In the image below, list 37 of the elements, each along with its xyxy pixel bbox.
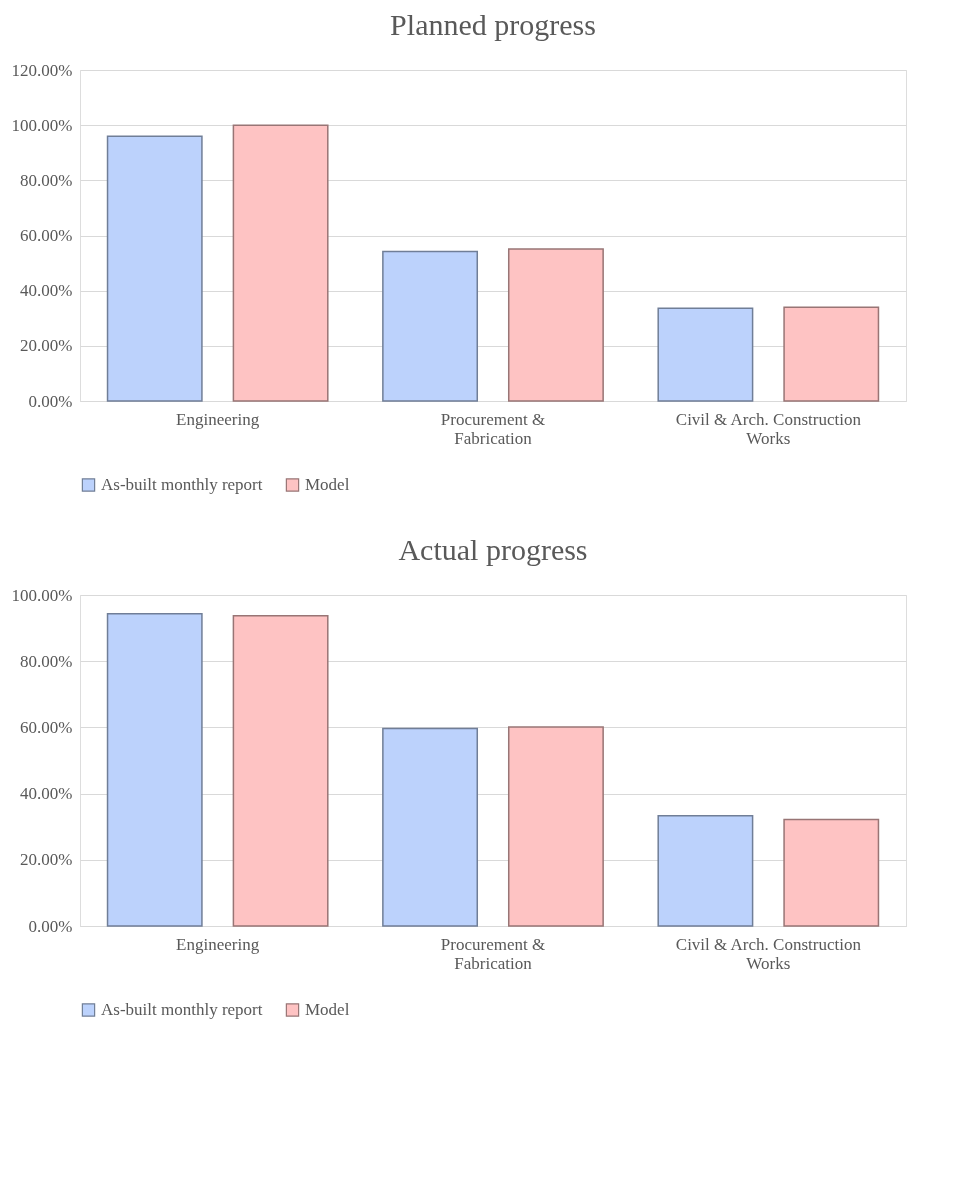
y-tick-label: 20.00% (20, 850, 73, 870)
y-tick-label: 0.00% (28, 916, 73, 936)
x-tick-label: Engineering (176, 409, 260, 429)
bar (232, 615, 329, 927)
y-tick-label: 20.00% (20, 336, 73, 356)
y-tick-label: 100.00% (11, 115, 73, 135)
x-tick-label: Procurement & Fabrication (440, 409, 546, 448)
legend-label: Model (305, 474, 350, 494)
legend-label: As-built monthly report (101, 474, 263, 494)
x-tick-label: Procurement & Fabrication (440, 934, 546, 973)
bar (657, 307, 754, 402)
y-tick-label: 40.00% (20, 784, 73, 804)
y-tick-label: 0.00% (28, 391, 73, 411)
legend-label: Model (305, 999, 350, 1019)
bar (106, 613, 203, 927)
x-tick-label: Civil & Arch. Construction Works (675, 934, 862, 973)
bar (382, 727, 479, 927)
bar (657, 815, 754, 927)
bar (783, 306, 880, 402)
y-tick-label: 40.00% (20, 281, 73, 301)
chart-title: Actual progress (398, 533, 588, 566)
y-tick-label: 80.00% (20, 170, 73, 190)
x-tick-label: Civil & Arch. Construction Works (675, 409, 862, 448)
bar (232, 124, 329, 402)
bar (382, 250, 479, 402)
bar (507, 726, 604, 927)
y-tick-label: 80.00% (20, 651, 73, 671)
y-tick-label: 120.00% (11, 60, 73, 80)
y-tick-label: 60.00% (20, 717, 73, 737)
bar (106, 135, 203, 402)
chart-title: Planned progress (390, 8, 596, 41)
legend-label: As-built monthly report (101, 999, 263, 1019)
y-tick-label: 100.00% (11, 585, 73, 605)
x-tick-label: Engineering (176, 934, 260, 954)
y-tick-label: 60.00% (20, 226, 73, 245)
bar (783, 818, 880, 927)
bar (507, 248, 604, 402)
